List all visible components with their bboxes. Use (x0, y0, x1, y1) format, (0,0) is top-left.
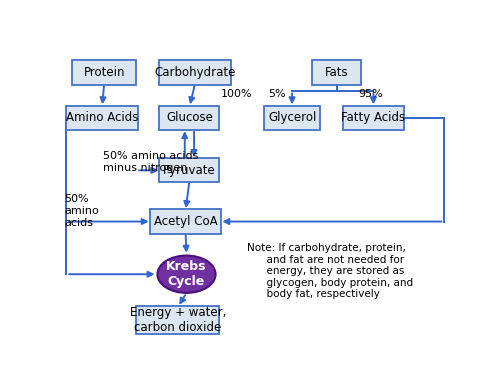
FancyBboxPatch shape (150, 210, 222, 233)
FancyBboxPatch shape (312, 61, 361, 84)
Text: 5%: 5% (268, 89, 286, 99)
FancyBboxPatch shape (72, 61, 136, 84)
Text: Acetyl CoA: Acetyl CoA (154, 215, 218, 228)
FancyBboxPatch shape (160, 158, 220, 182)
Text: Krebs
Cycle: Krebs Cycle (166, 260, 207, 288)
Text: Glucose: Glucose (166, 111, 213, 124)
Text: Energy + water,
carbon dioxide: Energy + water, carbon dioxide (130, 306, 226, 334)
Text: Glycerol: Glycerol (268, 111, 316, 124)
Text: 100%: 100% (220, 89, 252, 99)
FancyBboxPatch shape (264, 106, 320, 130)
FancyBboxPatch shape (136, 306, 220, 334)
Text: 95%: 95% (358, 89, 382, 99)
Text: Protein: Protein (84, 66, 125, 79)
FancyBboxPatch shape (160, 61, 231, 84)
Text: Pyruvate: Pyruvate (163, 164, 216, 177)
FancyBboxPatch shape (160, 106, 220, 130)
Text: Note: If carbohydrate, protein,
      and fat are not needed for
      energy, t: Note: If carbohydrate, protein, and fat … (246, 243, 412, 300)
FancyBboxPatch shape (66, 106, 138, 130)
Text: 50%
amino
acids: 50% amino acids (64, 194, 99, 228)
Text: Amino Acids: Amino Acids (66, 111, 138, 124)
Text: Carbohydrate: Carbohydrate (154, 66, 236, 79)
Text: 50% amino acids
minus nitrogen: 50% amino acids minus nitrogen (103, 151, 198, 173)
Text: Fatty Acids: Fatty Acids (342, 111, 406, 124)
Text: Fats: Fats (325, 66, 348, 79)
Ellipse shape (158, 256, 216, 293)
FancyBboxPatch shape (344, 106, 404, 130)
